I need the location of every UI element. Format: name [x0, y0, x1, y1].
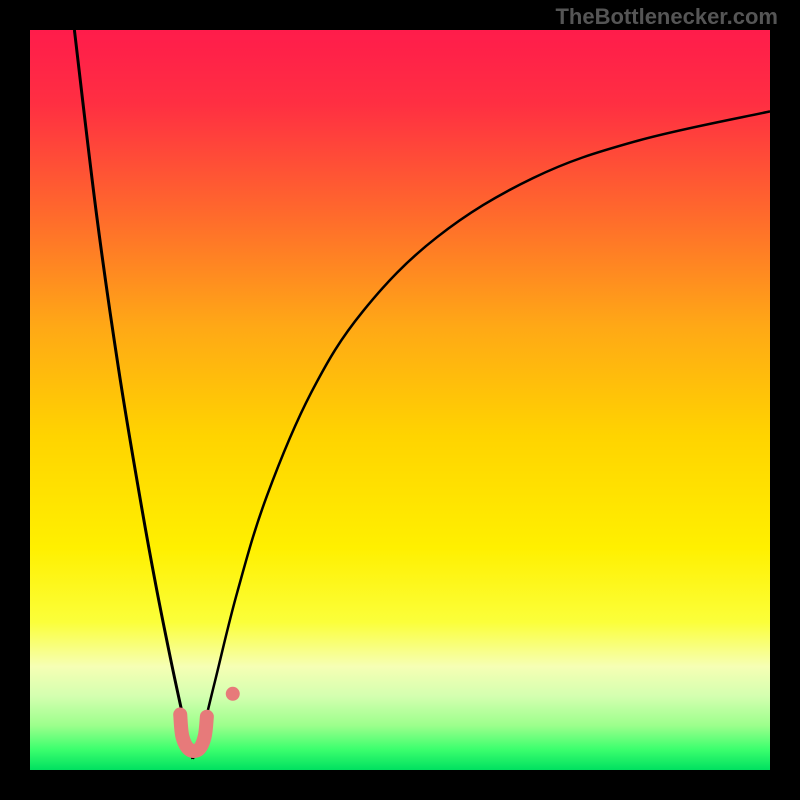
bottleneck-chart: TheBottlenecker.com: [0, 0, 800, 800]
watermark-text: TheBottlenecker.com: [555, 4, 778, 29]
plot-gradient-background: [30, 30, 770, 770]
marker-dot: [226, 687, 240, 701]
chart-container: TheBottlenecker.com: [0, 0, 800, 800]
